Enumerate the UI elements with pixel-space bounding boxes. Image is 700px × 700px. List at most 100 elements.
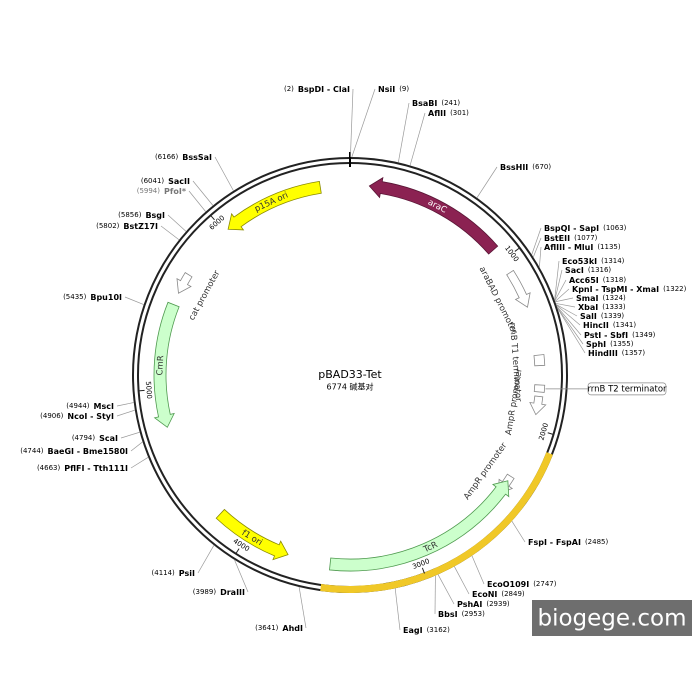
ring-tick	[235, 548, 240, 554]
site-position: (2485)	[585, 538, 609, 546]
site-name: AflII	[428, 109, 446, 118]
feature	[176, 272, 193, 294]
site-name: ScaI	[99, 434, 118, 443]
site-label: (4663) PflFI - Tth111I	[37, 464, 128, 473]
site-leader	[555, 303, 576, 308]
site-name: EcoO109I	[487, 580, 529, 589]
site-position: (241)	[441, 99, 460, 107]
site-leader	[531, 227, 542, 255]
site-leader	[555, 297, 574, 303]
site-leader	[511, 520, 526, 543]
site-name: HincII	[583, 321, 609, 330]
site-label: BstEII (1077)	[544, 234, 598, 243]
site-label: HindIII (1357)	[588, 349, 645, 358]
site-name: NsiI	[378, 85, 395, 94]
site-leader	[557, 307, 586, 354]
site-name: PstI - SbfI	[584, 331, 628, 340]
feature	[215, 508, 289, 561]
site-leader	[554, 269, 563, 301]
backbone-highlight	[320, 452, 553, 593]
site-position: (301)	[450, 109, 469, 117]
site-name: DraIII	[220, 588, 245, 597]
site-position: (1339)	[601, 312, 625, 320]
site-position: (1349)	[632, 331, 656, 339]
site-label: Eco53kI (1314)	[562, 257, 625, 266]
site-leader	[214, 156, 234, 191]
site-position: (3162)	[427, 626, 451, 634]
site-leader	[350, 88, 354, 158]
feature	[329, 480, 510, 572]
site-position: (6166)	[155, 153, 179, 161]
site-position: (5856)	[118, 211, 142, 219]
site-name: BspDI - ClaI	[298, 85, 350, 94]
site-name: BstZ17I	[123, 222, 158, 231]
feature	[506, 269, 531, 308]
site-label: BsaBI (241)	[412, 99, 460, 108]
site-label: SmaI (1324)	[576, 294, 626, 303]
site-position: (2939)	[486, 600, 510, 608]
site-leader	[394, 588, 401, 631]
site-name: FspI - FspAI	[528, 538, 581, 547]
site-leader	[197, 545, 215, 574]
site-leader	[298, 586, 307, 629]
feature-label: CmR	[155, 355, 166, 376]
site-name: SalI	[580, 312, 597, 321]
site-name: BaeGI - Bme1580I	[48, 447, 128, 456]
site-name: BbsI	[438, 610, 458, 619]
site-label: (4794) ScaI	[72, 434, 118, 443]
site-leader	[554, 279, 567, 301]
ring-tick	[547, 432, 554, 435]
site-leader	[130, 441, 143, 452]
site-name: SacII	[168, 177, 190, 186]
ring-tick-label: 6000	[208, 214, 227, 232]
site-name: HindIII	[588, 349, 618, 358]
site-label: (3641) AhdI	[255, 624, 303, 633]
site-name: KpnI - TspMI - XmaI	[572, 285, 659, 294]
site-label: AflII (301)	[428, 109, 469, 118]
site-leader	[116, 409, 135, 417]
site-leader	[554, 260, 560, 300]
site-label: PstI - SbfI (1349)	[584, 331, 656, 340]
site-name: BstEII	[544, 234, 570, 243]
site-position: (5802)	[96, 222, 120, 230]
site-position: (4944)	[66, 402, 90, 410]
site-position: (1063)	[603, 224, 627, 232]
site-label: (5856) BsgI	[118, 211, 165, 220]
site-label: SacI (1316)	[565, 266, 611, 275]
site-name: SacI	[565, 266, 584, 275]
site-label: AflIII - MluI (1135)	[544, 243, 621, 252]
site-position: (2849)	[501, 590, 525, 598]
site-position: (4114)	[152, 569, 176, 577]
site-leader	[556, 306, 582, 336]
watermark-box	[532, 600, 692, 636]
ring-tick	[210, 214, 215, 221]
site-leader	[192, 180, 214, 206]
site-position: (1357)	[622, 349, 646, 357]
site-position: (1077)	[574, 234, 598, 242]
site-position: (4794)	[72, 434, 96, 442]
feature	[153, 301, 180, 428]
feature	[368, 176, 499, 255]
site-label: Acc65I (1318)	[569, 276, 626, 285]
feature-label: rrnB T2 terminator	[587, 384, 667, 394]
site-position: (1324)	[602, 294, 626, 302]
site-label: (4744) BaeGI - Bme1580I	[20, 447, 128, 456]
site-position: (1333)	[602, 303, 626, 311]
site-position: (5994)	[137, 187, 161, 195]
site-leader	[454, 566, 470, 595]
site-leader	[532, 237, 542, 258]
site-label: BspQI - SapI (1063)	[544, 224, 627, 233]
site-name: EcoNI	[472, 590, 497, 599]
site-name: BsaBI	[412, 99, 437, 108]
site-leader	[409, 112, 426, 166]
site-leader	[556, 304, 578, 317]
plasmid-name: pBAD33-Tet	[318, 368, 382, 381]
site-leader	[554, 288, 570, 302]
site-name: NcoI - StyI	[67, 412, 114, 421]
site-name: AhdI	[282, 624, 303, 633]
site-leader	[188, 190, 206, 212]
feature	[533, 354, 546, 367]
ring-tick	[421, 567, 425, 574]
site-label: EcoO109I (2747)	[487, 580, 557, 589]
site-leader	[476, 166, 498, 198]
